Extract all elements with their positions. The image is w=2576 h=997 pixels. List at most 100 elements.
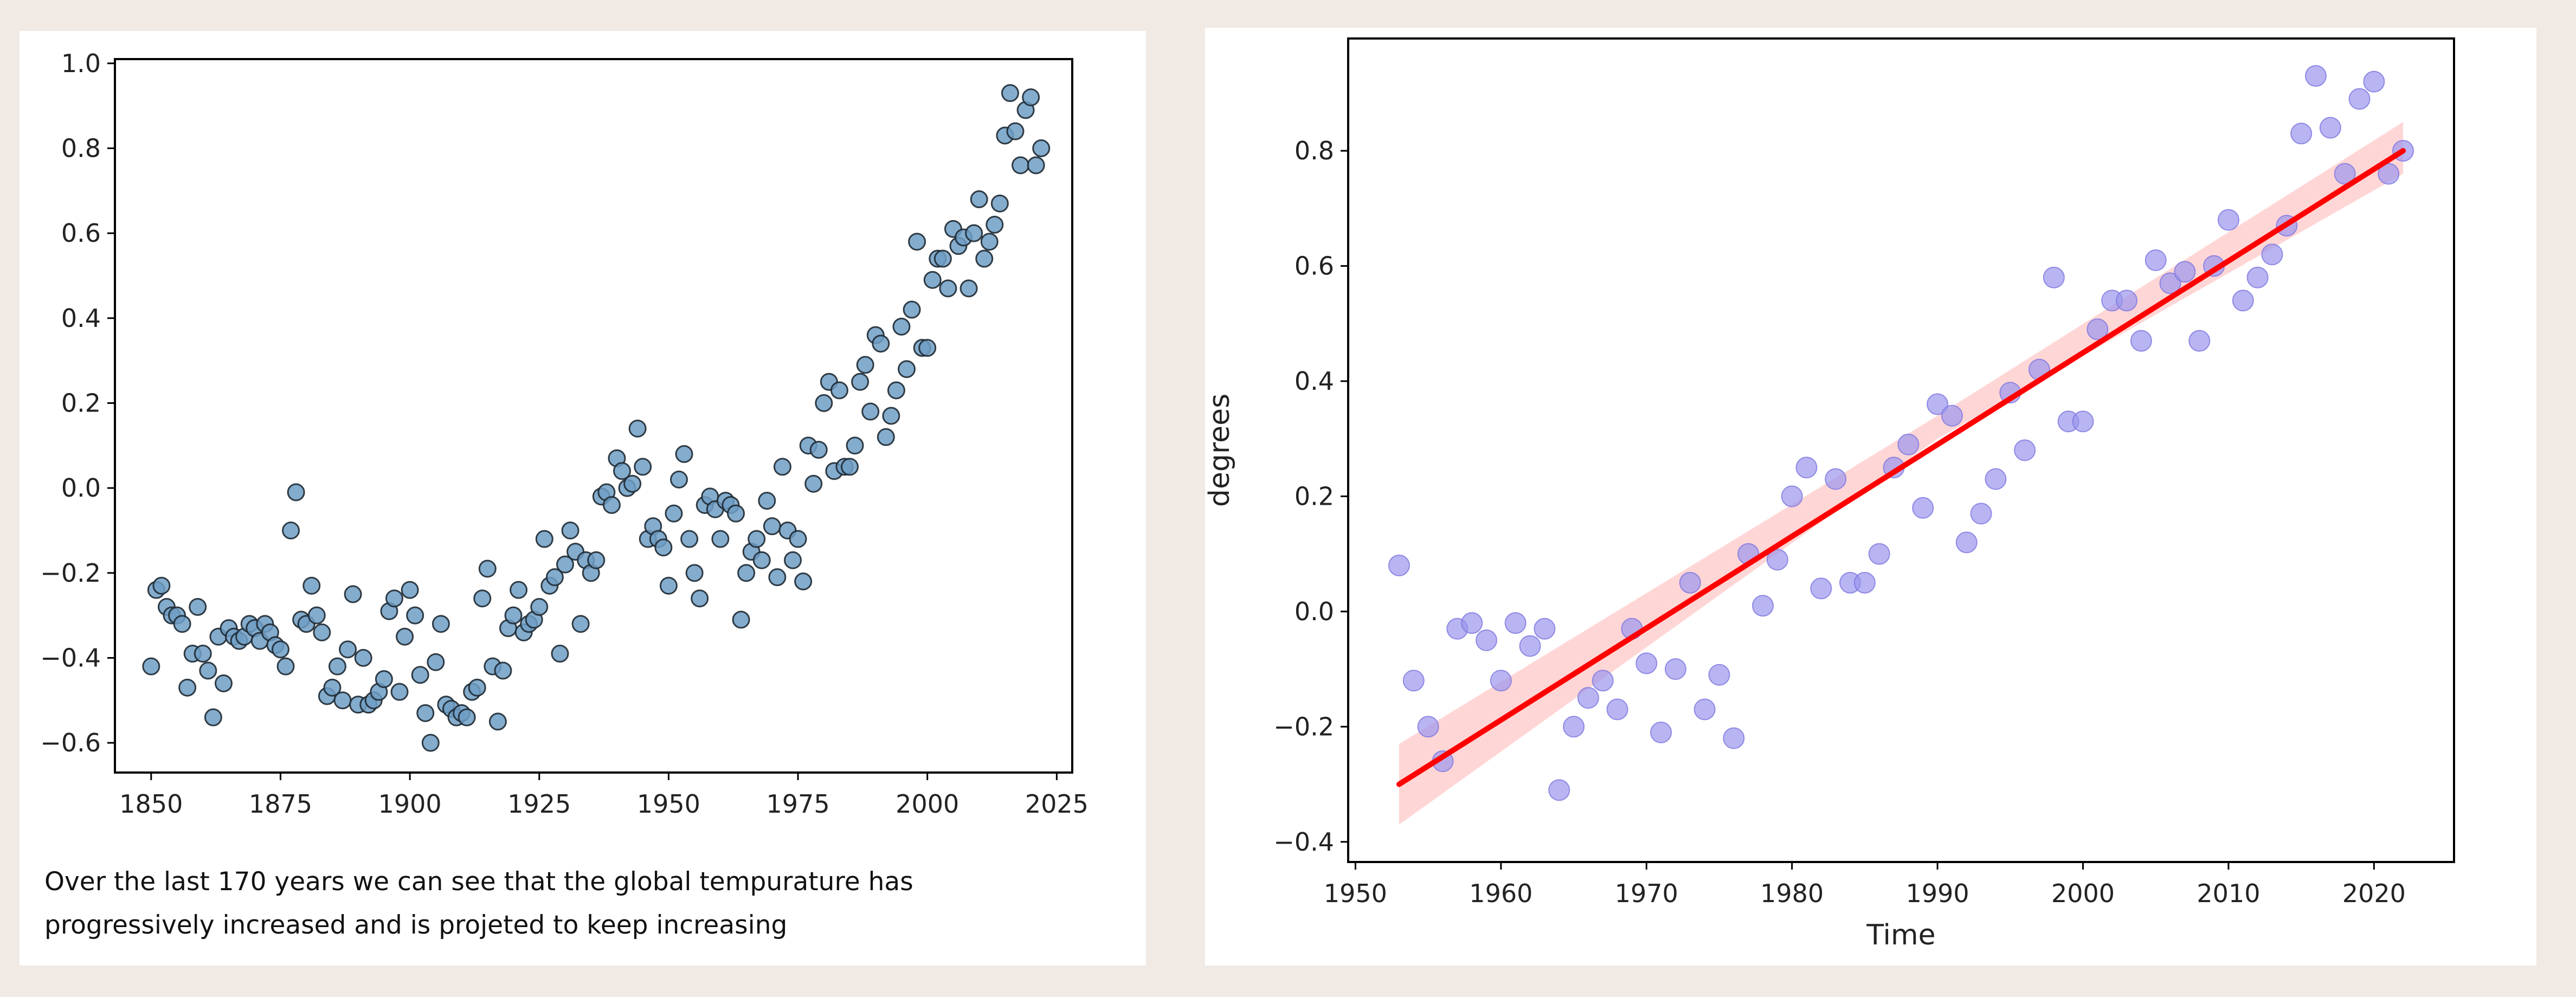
right-data-point xyxy=(1650,721,1672,743)
right-x-axis-title: Time xyxy=(1866,919,1935,951)
left-data-point xyxy=(711,530,730,548)
right-data-point xyxy=(1897,433,1920,455)
left-data-point xyxy=(675,445,693,463)
right-data-point xyxy=(1592,670,1614,692)
right-data-point xyxy=(2334,163,2356,185)
left-data-point xyxy=(494,661,512,680)
left-data-point xyxy=(752,551,771,569)
left-x-tick-label: 1950 xyxy=(637,789,700,819)
left-data-point xyxy=(872,335,890,353)
left-data-point xyxy=(488,712,507,731)
left-data-point xyxy=(685,564,704,582)
left-x-tick-label: 1850 xyxy=(119,789,183,819)
left-data-point xyxy=(789,530,807,548)
right-data-point xyxy=(2014,439,2036,461)
right-y-tick-label: 0.0 xyxy=(1295,597,1334,626)
left-data-point xyxy=(535,530,553,548)
left-data-point xyxy=(478,559,497,578)
left-data-point xyxy=(602,496,621,514)
caption-line-1: Over the last 170 years we can see that … xyxy=(44,867,913,897)
left-data-point xyxy=(975,249,994,268)
right-data-point xyxy=(1723,727,1745,749)
right-data-point xyxy=(1388,554,1410,576)
left-data-point xyxy=(199,661,217,680)
left-y-tick-label: 0.8 xyxy=(61,134,101,163)
left-data-point xyxy=(727,504,745,523)
left-y-tick-label: 0.0 xyxy=(61,473,101,503)
right-y-tick-label: 0.8 xyxy=(1295,136,1334,165)
left-data-point xyxy=(623,474,642,493)
right-data-point xyxy=(1781,485,1803,507)
left-data-point xyxy=(178,678,197,697)
left-data-point xyxy=(737,564,756,582)
left-data-point xyxy=(773,458,791,476)
right-x-tick-label: 1950 xyxy=(1324,879,1387,908)
left-data-point xyxy=(768,568,787,587)
right-data-point xyxy=(1970,503,1992,525)
left-data-point xyxy=(882,407,900,425)
left-y-tick-label: 1.0 xyxy=(61,49,101,78)
left-chart-card: 1850 1875 1900 1925 1950 1975 2000 2025 −0.6 −0.4… xyxy=(20,31,1146,966)
right-data-point xyxy=(1504,612,1527,634)
right-data-point xyxy=(2290,123,2313,145)
right-data-point xyxy=(2348,88,2371,110)
right-x-tick-label: 2000 xyxy=(2051,879,2115,908)
right-confidence-band xyxy=(1399,122,2404,825)
left-data-point xyxy=(659,576,678,595)
chart-caption: Over the last 170 years we can see that … xyxy=(44,860,1074,947)
right-data-point xyxy=(2043,266,2065,288)
left-data-point xyxy=(851,372,870,391)
left-data-point xyxy=(313,623,331,641)
left-data-point xyxy=(561,522,579,539)
left-data-point xyxy=(887,381,905,400)
left-y-tick-label: 0.2 xyxy=(61,389,101,418)
right-data-point xyxy=(1490,670,1512,692)
left-data-point xyxy=(416,704,435,722)
left-data-point xyxy=(990,194,1009,213)
left-data-point xyxy=(980,233,999,251)
right-y-tick-label: 0.6 xyxy=(1295,252,1334,281)
left-data-point xyxy=(794,573,813,590)
right-data-point xyxy=(1912,497,1934,519)
left-data-point xyxy=(628,420,647,438)
left-data-point xyxy=(809,441,828,459)
left-data-point xyxy=(841,458,859,476)
left-data-point xyxy=(965,224,983,242)
right-regression-line xyxy=(1396,148,2406,787)
right-data-point xyxy=(1955,531,1978,554)
right-data-point xyxy=(2116,290,2138,312)
left-x-tick-label: 1975 xyxy=(767,789,830,819)
left-data-point xyxy=(323,678,342,697)
right-data-point xyxy=(1853,571,1876,594)
left-data-point xyxy=(959,279,978,298)
right-y-tick-label: −0.4 xyxy=(1273,827,1334,857)
right-data-point xyxy=(2144,249,2167,271)
right-axes-frame xyxy=(1347,37,2455,863)
right-data-point xyxy=(1985,468,2007,490)
left-data-point xyxy=(846,436,864,455)
left-data-point xyxy=(1001,84,1019,102)
left-data-point xyxy=(908,233,926,251)
left-data-point xyxy=(748,530,766,548)
left-data-point xyxy=(1006,122,1025,140)
left-data-point xyxy=(986,216,1004,234)
left-data-point xyxy=(758,492,776,510)
left-data-point xyxy=(276,657,295,676)
left-data-point xyxy=(1027,156,1045,175)
left-data-point xyxy=(939,279,957,298)
left-x-tick-label: 1900 xyxy=(378,789,442,819)
left-y-tick-label: 0.6 xyxy=(61,218,101,248)
left-data-point xyxy=(654,538,673,557)
left-data-point xyxy=(287,483,305,501)
right-data-point xyxy=(1868,543,1890,565)
left-data-point xyxy=(903,300,921,319)
right-data-point xyxy=(1548,779,1570,801)
left-data-point xyxy=(1022,88,1040,106)
right-y-axis-title: degrees xyxy=(1203,394,1236,507)
right-x-tick-label: 1990 xyxy=(1906,879,1969,908)
right-data-point xyxy=(1708,664,1730,686)
left-data-point xyxy=(784,551,802,569)
left-data-point xyxy=(545,568,564,587)
left-y-tick-label: −0.4 xyxy=(40,644,101,673)
right-data-point xyxy=(1664,658,1686,680)
